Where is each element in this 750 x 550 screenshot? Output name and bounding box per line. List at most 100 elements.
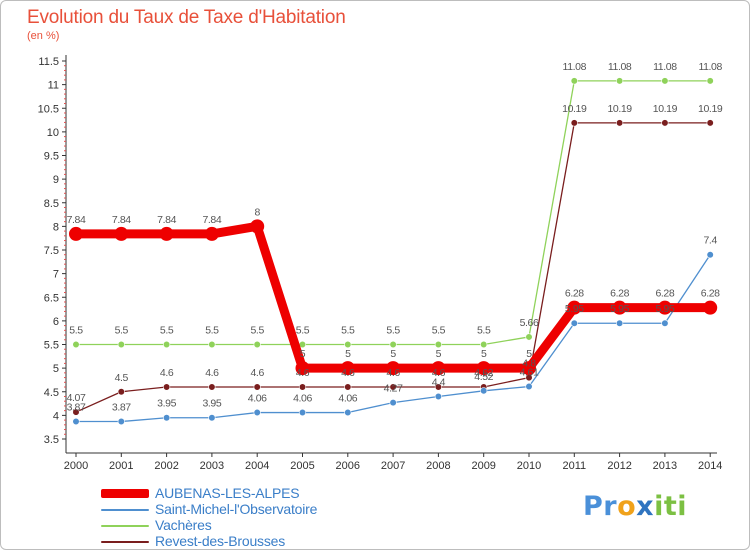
data-label: 4.6: [205, 367, 219, 379]
x-tick-label: 2012: [607, 460, 631, 472]
data-label: 5: [481, 348, 487, 360]
data-label: 4.06: [248, 393, 267, 405]
data-point: [117, 340, 125, 349]
x-tick-label: 2006: [336, 460, 360, 472]
data-label: 11.08: [608, 61, 632, 73]
data-point: [706, 77, 714, 85]
data-label: 3.95: [157, 398, 176, 410]
data-label: 5: [526, 348, 532, 360]
y-tick-label: 11.5: [38, 56, 59, 68]
data-point: [298, 408, 307, 417]
data-point: [522, 361, 536, 376]
data-point: [431, 361, 446, 376]
data-label: 5.5: [160, 325, 174, 337]
data-label: 3.87: [67, 402, 86, 414]
data-point: [567, 300, 582, 315]
data-point: [434, 392, 443, 401]
y-tick-label: 3.5: [44, 434, 59, 446]
data-label: 4.6: [386, 367, 400, 379]
data-label: 4.61: [520, 367, 539, 379]
data-label: 7.84: [202, 214, 221, 226]
data-label: 6.28: [701, 288, 720, 300]
data-point: [615, 119, 624, 127]
data-point: [570, 119, 578, 127]
chart-title: Evolution du Taux de Taxe d'Habitation: [27, 7, 346, 28]
data-point: [117, 417, 125, 426]
y-tick-label: 9: [53, 174, 59, 186]
x-tick-label: 2008: [426, 460, 450, 472]
data-point: [253, 408, 261, 417]
x-tick-label: 2005: [290, 460, 314, 472]
data-point: [117, 388, 125, 396]
data-label: 5: [345, 348, 351, 360]
y-tick-label: 4.5: [44, 387, 59, 399]
data-point: [657, 300, 672, 315]
data-point: [661, 77, 669, 85]
y-tick-label: 10.5: [38, 103, 59, 115]
data-label: 6.28: [655, 288, 674, 300]
data-label: 4.5: [115, 372, 129, 384]
data-label: 6.28: [565, 288, 584, 300]
data-point: [72, 417, 80, 426]
y-tick-label: 10: [47, 127, 59, 139]
data-label: 10.19: [698, 103, 723, 115]
data-point: [480, 340, 488, 349]
data-point: [525, 382, 533, 391]
data-label: 5.5: [386, 325, 400, 337]
data-label: 7.84: [112, 214, 131, 226]
y-tick-label: 6: [53, 316, 59, 328]
data-label: 4.06: [293, 393, 312, 405]
data-label: 5.5: [250, 325, 264, 337]
data-point: [480, 387, 488, 395]
data-label: 5.5: [69, 325, 83, 337]
data-label: 4.07: [67, 392, 86, 404]
data-label: 5.5: [205, 325, 219, 337]
data-label: 4.6: [432, 367, 446, 379]
x-tick-label: 2003: [200, 460, 224, 472]
data-point: [114, 226, 129, 241]
y-tick-label: 7.5: [44, 245, 59, 257]
x-tick-label: 2013: [653, 460, 677, 472]
x-tick-label: 2007: [381, 460, 405, 472]
legend-swatch: [101, 489, 149, 498]
data-point: [344, 383, 352, 391]
data-label: 5: [300, 348, 306, 360]
x-tick-label: 2001: [109, 460, 133, 472]
data-label: 4.4: [432, 376, 446, 388]
data-point: [434, 383, 443, 391]
data-point: [295, 361, 310, 376]
data-label: 4.8: [522, 358, 536, 370]
data-point: [703, 300, 718, 315]
y-tick-label: 8: [53, 221, 59, 233]
data-point: [476, 361, 491, 376]
y-tick-label: 5: [53, 363, 59, 375]
data-label: 8: [254, 206, 260, 218]
y-tick-label: 9.5: [44, 151, 59, 163]
x-tick-label: 2011: [562, 460, 586, 472]
data-point: [72, 408, 80, 416]
logo-part-1: Pr: [583, 491, 618, 522]
data-point: [389, 399, 397, 407]
data-point: [344, 340, 352, 349]
data-point: [340, 361, 355, 376]
data-point: [706, 119, 714, 127]
legend-swatch: [101, 509, 149, 511]
data-point: [298, 383, 307, 391]
data-point: [612, 300, 627, 315]
y-tick-label: 5.5: [44, 340, 59, 352]
data-point: [386, 361, 401, 376]
data-point: [389, 340, 397, 349]
logo-part-3: x: [636, 491, 655, 522]
data-point: [525, 333, 533, 341]
data-point: [661, 319, 669, 327]
data-point: [344, 408, 352, 417]
data-label: 3.95: [202, 398, 221, 410]
data-label: 4.6: [160, 367, 174, 379]
data-point: [570, 77, 578, 85]
data-point: [253, 383, 261, 391]
series-line: [75, 254, 711, 423]
data-label: 11.08: [563, 61, 587, 73]
data-label: 10.19: [653, 103, 678, 115]
